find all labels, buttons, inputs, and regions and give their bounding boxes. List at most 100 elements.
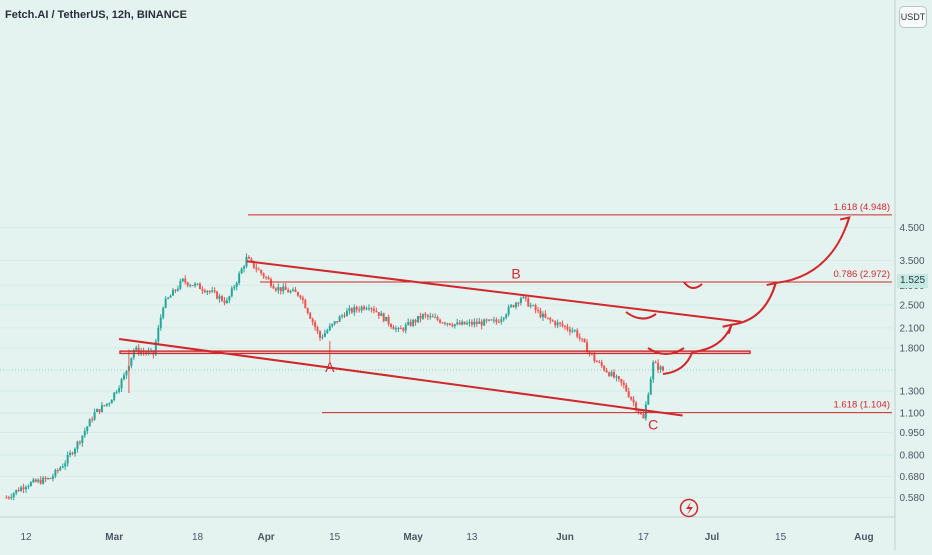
time-tick-label: 12 [20, 532, 32, 543]
price-tick-label: 1.100 [899, 409, 924, 420]
candle-body [152, 350, 155, 355]
candle-body [191, 285, 194, 287]
candle-body [198, 283, 201, 290]
candle-body [541, 313, 544, 318]
candle-body [135, 347, 138, 351]
time-tick-label: Jun [556, 532, 574, 543]
time-tick-label: May [403, 532, 423, 543]
candle-body [54, 469, 57, 477]
candle-body [88, 419, 91, 427]
candle-body [429, 316, 432, 318]
candle-body [267, 277, 270, 280]
candle-body [635, 402, 638, 411]
candle-body [458, 322, 461, 325]
candle-body [581, 338, 584, 340]
candle-body [162, 307, 165, 318]
candle-body [140, 351, 143, 354]
candle-body [296, 292, 299, 296]
candle-body [321, 336, 324, 338]
candle-body [358, 309, 361, 311]
time-tick-label: 15 [329, 532, 341, 543]
candle-body [649, 379, 652, 395]
candle-body [292, 289, 295, 292]
candle-body [492, 319, 495, 321]
candle-body [353, 307, 356, 313]
candle-body [495, 319, 498, 322]
candle-body [323, 332, 326, 337]
chart-title: Fetch.AI / TetherUS, 12h, BINANCE [5, 9, 187, 21]
price-tick-label: 4.500 [899, 223, 924, 234]
candle-body [350, 308, 353, 313]
price-tick-label: 2.500 [899, 300, 924, 311]
currency-unit-button[interactable]: USDT [899, 6, 927, 28]
candle-body [507, 306, 510, 315]
candle-body [103, 405, 106, 407]
candle-body [549, 318, 552, 321]
candle-body [593, 354, 596, 362]
candle-body [539, 310, 542, 318]
candle-body [617, 376, 620, 379]
candle-body [527, 298, 530, 307]
candle-body [586, 342, 589, 353]
candle-body [382, 313, 385, 322]
price-tick-label: 0.680 [899, 472, 924, 483]
candle-body [262, 273, 265, 277]
candle-body [608, 372, 611, 377]
candle-body [627, 391, 630, 398]
candle-body [5, 497, 8, 499]
candle-body [385, 316, 388, 322]
candle-body [453, 324, 456, 327]
candle-body [39, 479, 42, 484]
candle-body [613, 372, 615, 378]
candle-body [181, 278, 184, 282]
candle-body [443, 322, 446, 324]
candle-body [370, 308, 373, 310]
candle-body [328, 325, 331, 331]
candle-body [76, 441, 79, 449]
candle-body [34, 479, 37, 482]
candle-body [294, 289, 297, 293]
candle-body [96, 409, 99, 413]
candle-body [456, 322, 459, 325]
projection-path [662, 217, 851, 375]
candle-body [485, 319, 488, 321]
time-axis[interactable]: 12 Mar 18 Apr 15 May 13 Jun 17 Jul 15 Aug [20, 532, 873, 543]
candle-body [194, 283, 197, 286]
candle-body [319, 331, 321, 338]
candle-body [56, 469, 59, 471]
candle-body [74, 448, 76, 454]
candle-body [12, 493, 15, 498]
time-tick-label: Jul [705, 532, 720, 543]
candle-body [490, 319, 493, 321]
projection-arrowhead [839, 216, 851, 227]
candle-body [529, 305, 532, 307]
candle-body [576, 330, 579, 337]
candle-body [145, 352, 148, 354]
current-price-label: 1.525 [897, 274, 928, 288]
candle-body [218, 296, 221, 299]
candle-body [176, 288, 179, 291]
candle-body [448, 323, 451, 325]
candle-body [657, 362, 660, 370]
candle-body [466, 323, 468, 325]
candle-body [216, 291, 219, 299]
candle-body [17, 489, 20, 492]
candle-body [309, 313, 312, 319]
candle-body [345, 310, 348, 317]
candle-body [522, 296, 525, 299]
candle-body [66, 455, 69, 464]
candle-body [240, 268, 243, 274]
candle-body [615, 376, 618, 378]
candle-body [397, 328, 400, 330]
time-tick-label: 18 [192, 532, 204, 543]
candle-body [279, 287, 282, 292]
candle-body [142, 351, 145, 353]
candle-body [69, 452, 72, 456]
candle-body [230, 288, 233, 297]
candle-body [10, 497, 13, 499]
wave-label: B [511, 266, 520, 282]
price-tick-label: 1.800 [899, 344, 924, 355]
candle-body [252, 260, 255, 268]
